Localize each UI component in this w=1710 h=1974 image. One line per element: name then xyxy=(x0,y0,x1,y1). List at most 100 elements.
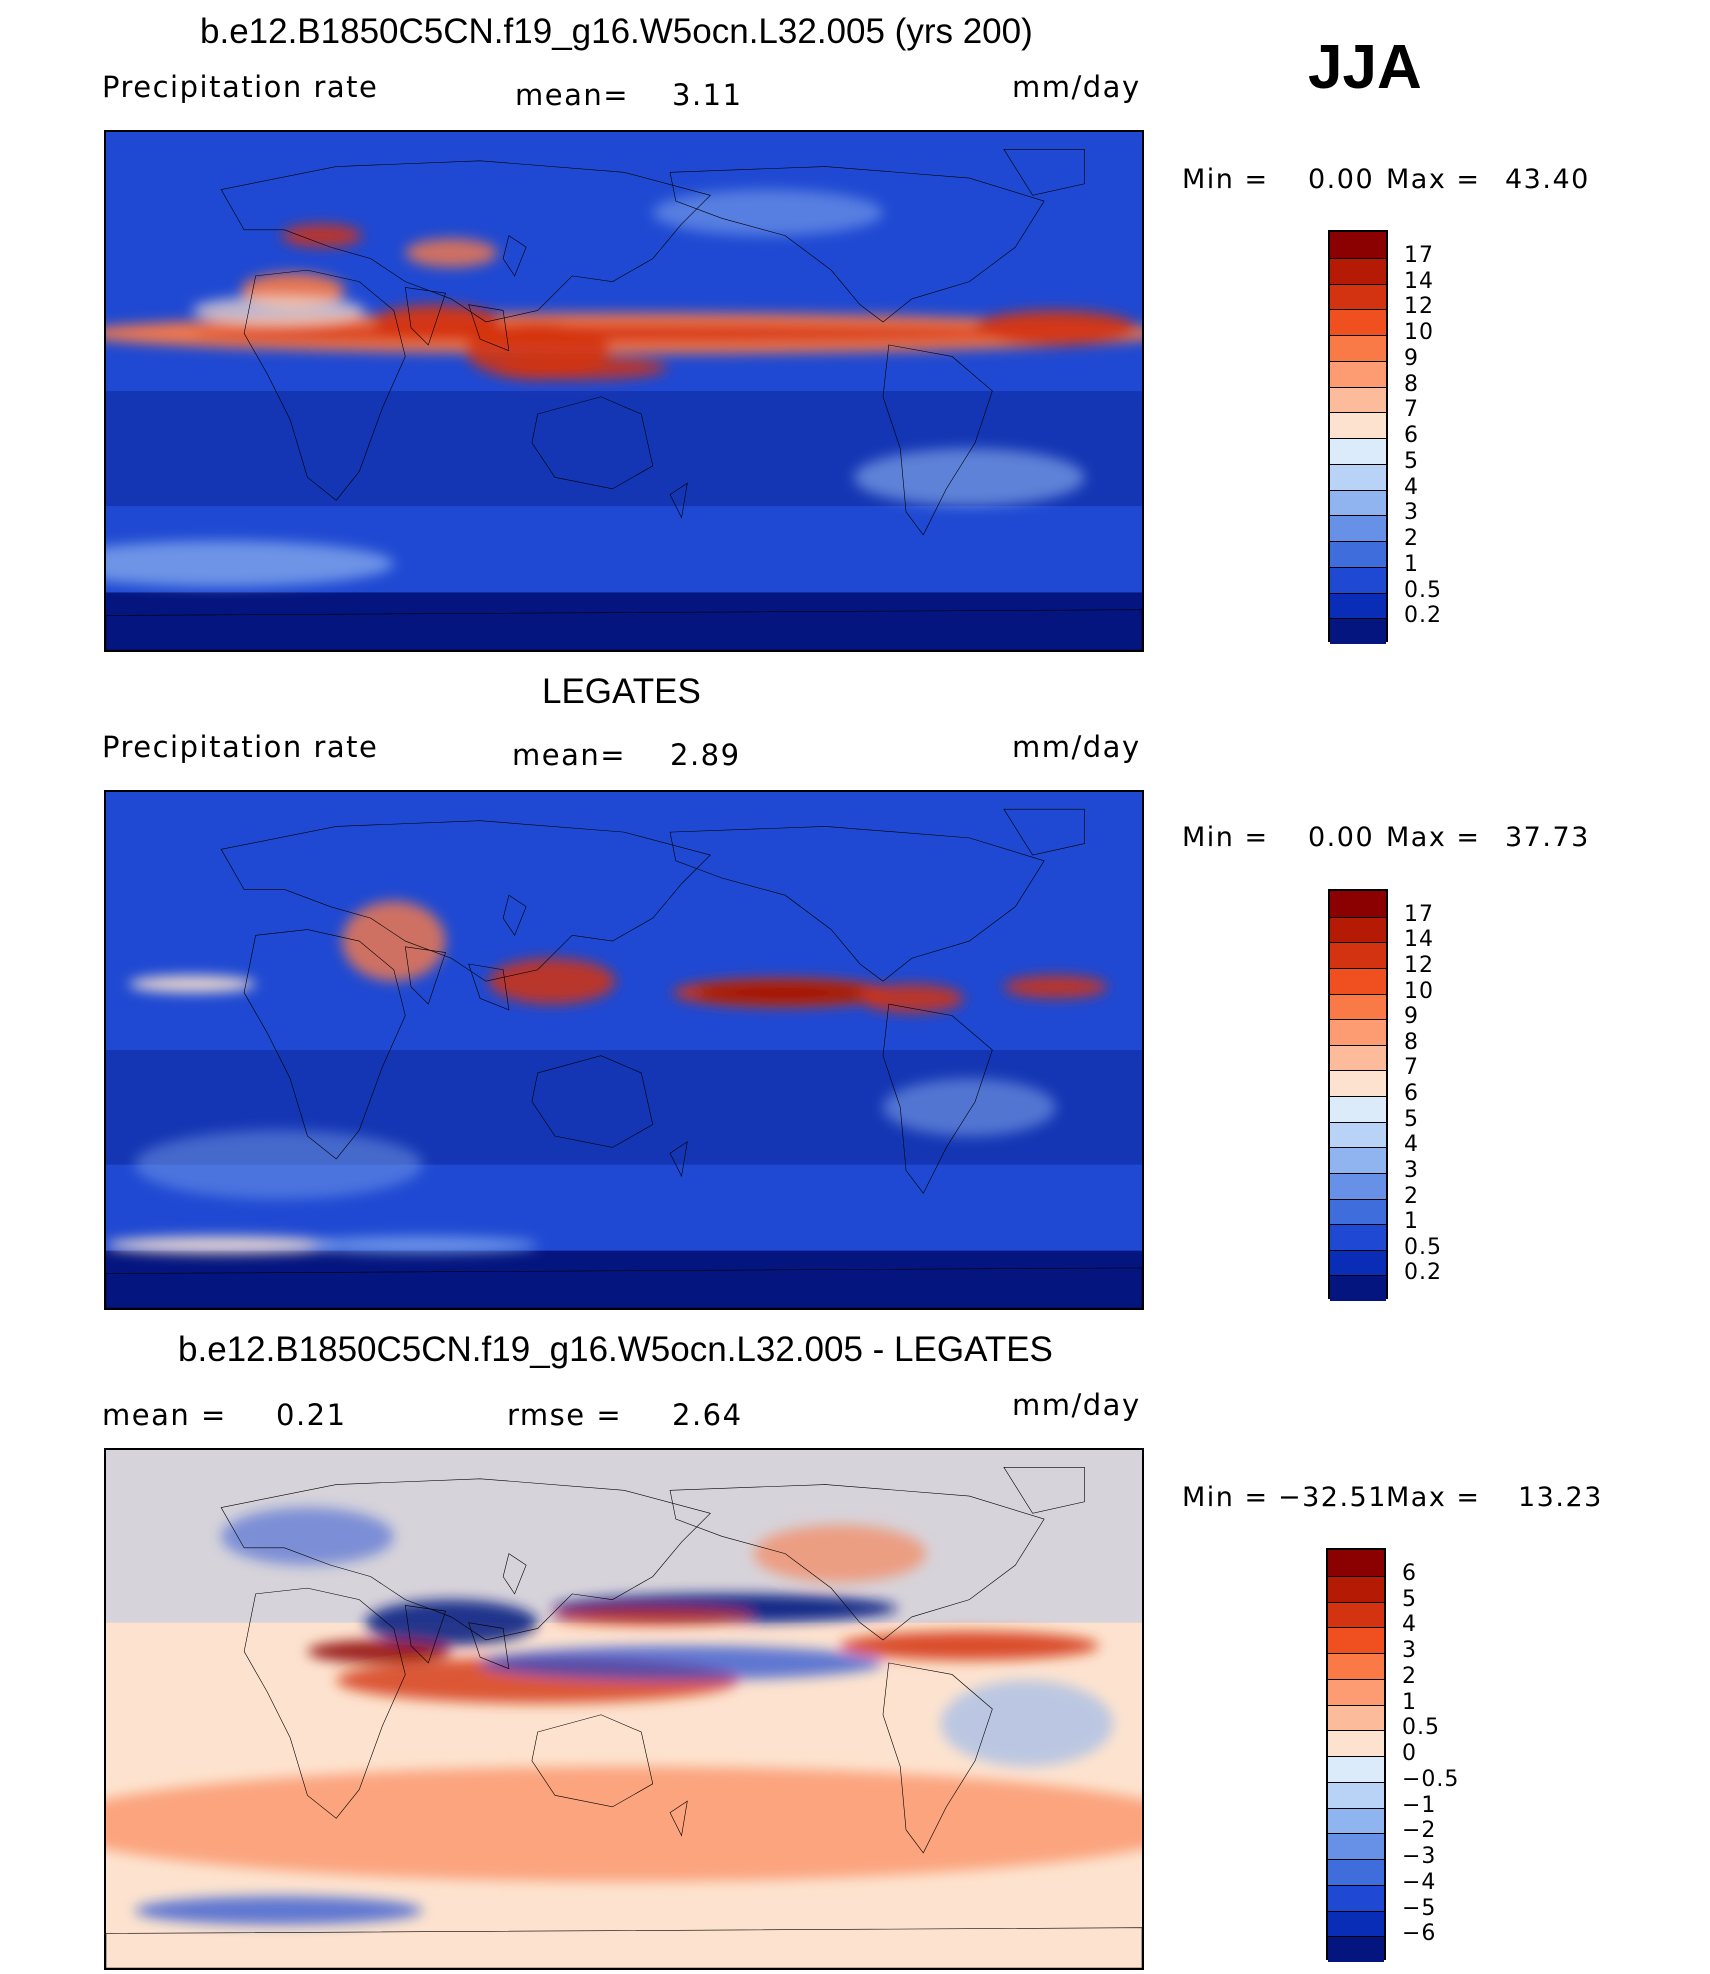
colorbar-swatch xyxy=(1328,1601,1384,1628)
coastlines xyxy=(106,1467,1142,1968)
panel-3-max-label: Max = xyxy=(1386,1482,1481,1513)
colorbar-swatch xyxy=(1330,360,1386,387)
panel-1-mean-label: mean= xyxy=(515,78,630,112)
colorbar-tick-label: 3 xyxy=(1404,1157,1419,1183)
colorbar-swatch xyxy=(1330,916,1386,943)
precip-field-blob xyxy=(307,1639,452,1663)
precip-field-blob xyxy=(839,1631,1099,1661)
colorbar-tick-label: 0.5 xyxy=(1404,577,1442,603)
panel-1-mean-value: 3.11 xyxy=(672,78,743,112)
colorbar-tick-label: −3 xyxy=(1402,1844,1437,1869)
panel-3-min-value: −32.51 xyxy=(1278,1482,1387,1513)
colorbar-swatch xyxy=(1330,942,1386,968)
precip-field-blob xyxy=(552,1608,754,1626)
panel-3-mean-value: 0.21 xyxy=(276,1398,347,1432)
colorbar-swatch xyxy=(1328,1807,1384,1834)
panel-3-rmse-value: 2.64 xyxy=(672,1398,743,1432)
precip-field-blob xyxy=(373,304,501,340)
precip-field-blob xyxy=(1003,975,1108,999)
colorbar-swatch xyxy=(1330,993,1386,1020)
panel-3-units: mm/day xyxy=(1012,1388,1141,1422)
precip-field-blob xyxy=(480,1645,883,1681)
panel-1-max-value: 43.40 xyxy=(1505,164,1590,195)
colorbar-swatch xyxy=(1328,1884,1384,1911)
precip-field-blob xyxy=(106,1236,337,1254)
panel-2-max-value: 37.73 xyxy=(1505,822,1590,853)
colorbar-tick-label: 4 xyxy=(1404,1132,1419,1158)
panel-1-min-value: 0.00 xyxy=(1308,164,1375,195)
colorbar-swatch xyxy=(1328,1936,1384,1962)
colorbar-swatch xyxy=(1328,1653,1384,1679)
colorbar-swatch xyxy=(1330,386,1386,413)
precip-field-blob xyxy=(192,324,1056,343)
colorbar-tick-label: −4 xyxy=(1402,1869,1437,1895)
precip-field-blob xyxy=(129,975,256,993)
colorbar-tick-label: 10 xyxy=(1404,978,1434,1004)
colorbar-tick-label: 14 xyxy=(1404,927,1434,953)
panel-3-colorbar xyxy=(1326,1548,1386,1962)
colorbar-tick-label: 0.2 xyxy=(1404,603,1442,629)
colorbar-tick-label: −2 xyxy=(1402,1818,1437,1844)
precipitation-map xyxy=(106,1450,1142,1968)
panel-1-title: b.e12.B1850C5CN.f19_g16.W5ocn.L32.005 (y… xyxy=(200,12,1033,51)
precip-field-blob xyxy=(106,540,394,587)
panel-2-colorbar xyxy=(1328,889,1388,1301)
panel-2-mean-label: mean= xyxy=(512,738,627,772)
colorbar-tick-label: 0.2 xyxy=(1404,1260,1442,1286)
colorbar-tick-label: 1 xyxy=(1404,1209,1419,1235)
precip-field-blob xyxy=(405,238,498,268)
precip-field-blob xyxy=(192,296,365,325)
colorbar-swatch xyxy=(1328,1833,1384,1859)
colorbar-swatch xyxy=(1330,1044,1386,1071)
colorbar-swatch xyxy=(1330,1147,1386,1173)
colorbar-tick-label: 17 xyxy=(1404,901,1434,927)
colorbar-tick-label: 12 xyxy=(1404,294,1434,320)
colorbar-swatch xyxy=(1328,1575,1384,1602)
panel-3-max-value: 13.23 xyxy=(1518,1482,1603,1513)
precipitation-map xyxy=(106,132,1142,650)
colorbar-swatch xyxy=(1330,1070,1386,1096)
colorbar-tick-label: −6 xyxy=(1402,1921,1437,1947)
colorbar-swatch xyxy=(1330,232,1386,258)
colorbar-swatch xyxy=(1330,592,1386,619)
colorbar-swatch xyxy=(1328,1859,1384,1885)
colorbar-swatch xyxy=(1330,412,1386,438)
colorbar-swatch xyxy=(1330,1096,1386,1122)
colorbar-swatch xyxy=(1330,335,1386,361)
colorbar-tick-label: 17 xyxy=(1404,242,1434,268)
precip-field-blob xyxy=(695,984,869,1002)
colorbar-tick-label: 2 xyxy=(1402,1663,1417,1689)
colorbar-swatch xyxy=(1330,257,1386,284)
panel-1-units: mm/day xyxy=(1012,70,1141,104)
precip-field-blob xyxy=(488,958,616,1005)
colorbar-swatch xyxy=(1330,618,1386,644)
precip-field-blob xyxy=(134,1896,423,1925)
colorbar-tick-label: 12 xyxy=(1404,952,1434,978)
colorbar-tick-label: 5 xyxy=(1404,1106,1419,1132)
colorbar-tick-label: 2 xyxy=(1404,1183,1419,1209)
colorbar-swatch xyxy=(1330,309,1386,335)
colorbar-tick-label: 5 xyxy=(1402,1586,1417,1612)
colorbar-tick-label: 5 xyxy=(1404,448,1419,474)
colorbar-tick-label: 8 xyxy=(1404,1029,1419,1055)
colorbar-swatch xyxy=(1330,541,1386,567)
colorbar-tick-label: 10 xyxy=(1404,320,1434,345)
precip-field-blob xyxy=(975,310,1137,345)
panel-2-max-label: Max = xyxy=(1386,822,1481,853)
colorbar-swatch xyxy=(1328,1704,1384,1731)
coastlines xyxy=(106,149,1142,650)
colorbar-swatch xyxy=(1330,566,1386,593)
colorbar-tick-label: 9 xyxy=(1404,1004,1419,1030)
colorbar-swatch xyxy=(1330,1172,1386,1199)
panel-2-map xyxy=(104,790,1144,1310)
panel-3-rmse-label: rmse = xyxy=(507,1398,623,1432)
precip-field-blob xyxy=(134,1130,423,1200)
colorbar-swatch xyxy=(1328,1730,1384,1756)
colorbar-tick-label: 4 xyxy=(1402,1612,1417,1638)
colorbar-tick-label: 6 xyxy=(1404,423,1419,448)
colorbar-tick-label: 14 xyxy=(1404,268,1434,294)
colorbar-tick-label: 3 xyxy=(1402,1638,1417,1663)
season-label: JJA xyxy=(1308,33,1422,102)
panel-2-variable-label: Precipitation rate xyxy=(102,730,379,764)
colorbar-tick-label: 2 xyxy=(1404,526,1419,551)
